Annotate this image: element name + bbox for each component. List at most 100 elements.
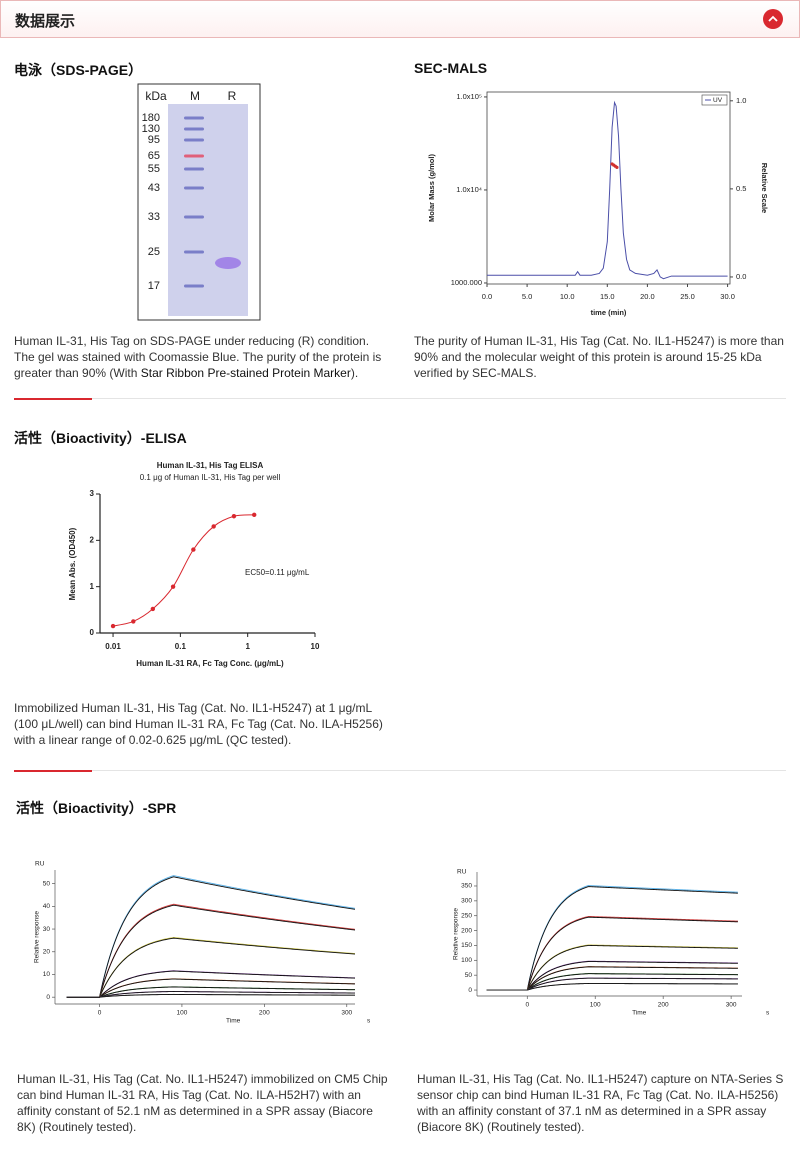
marker-band bbox=[184, 116, 204, 120]
fit-line bbox=[486, 916, 738, 991]
sensorgram bbox=[66, 875, 356, 998]
section-title: 电泳（SDS-PAGE） bbox=[14, 62, 143, 78]
y-unit: RU bbox=[35, 861, 45, 868]
caption-text: Human IL-31, His Tag on SDS-PAGE under r… bbox=[14, 334, 382, 380]
marker-label: 43 bbox=[148, 182, 160, 194]
section-title: 活性（Bioactivity）-ELISA bbox=[14, 430, 187, 446]
x-axis-label: Time bbox=[226, 1018, 241, 1025]
x-tick-label: 10 bbox=[311, 642, 320, 651]
x-tick-label: 200 bbox=[658, 1002, 669, 1009]
x-tick-label: 5.0 bbox=[522, 292, 532, 301]
fit-line bbox=[66, 986, 356, 998]
caption: The purity of Human IL-31, His Tag (Cat.… bbox=[414, 334, 784, 380]
legend-box bbox=[701, 94, 728, 106]
y-axis-label: Relative response bbox=[453, 908, 460, 960]
section-title: SEC-MALS bbox=[414, 60, 488, 76]
marker-label: 95 bbox=[148, 134, 160, 146]
fit-curve bbox=[112, 514, 255, 627]
chart-title: Human IL-31, His Tag ELISA bbox=[157, 461, 264, 470]
fit-line bbox=[66, 937, 356, 998]
y-tick-label: 40 bbox=[43, 903, 51, 910]
y2-tick-label: 1.0 bbox=[736, 96, 746, 105]
y-tick-label: 100 bbox=[461, 957, 472, 964]
y-tick-label: 50 bbox=[465, 972, 473, 979]
x-tick-label: 1 bbox=[245, 642, 250, 651]
x-tick-label: 10.0 bbox=[560, 292, 575, 301]
fit-line bbox=[66, 876, 356, 998]
fit-line bbox=[66, 978, 356, 998]
separator bbox=[14, 769, 786, 772]
caption: Human IL-31, His Tag (Cat. No. IL1-H5247… bbox=[17, 1072, 388, 1134]
marker-band bbox=[184, 215, 204, 219]
marker-label: 130 bbox=[142, 123, 160, 135]
sensorgram bbox=[486, 960, 738, 991]
fit-line bbox=[66, 970, 356, 998]
marker-band bbox=[184, 154, 204, 158]
marker-band bbox=[184, 167, 204, 171]
caption: Immobilized Human IL-31, His Tag (Cat. N… bbox=[14, 701, 383, 747]
fit-line bbox=[486, 961, 738, 991]
y-tick-label: 10 bbox=[43, 971, 51, 978]
header: 数据展示 bbox=[0, 0, 800, 38]
fit-line bbox=[66, 994, 356, 998]
marker-band bbox=[184, 127, 204, 131]
collapse-button[interactable] bbox=[763, 9, 783, 29]
chevron-icon bbox=[768, 15, 778, 22]
y-tick-label: 300 bbox=[461, 898, 472, 905]
fit-line bbox=[486, 944, 738, 991]
chart-subtitle: 0.1 μg of Human IL-31, His Tag per well bbox=[140, 473, 281, 482]
y-tick-label: 1.0x10⁵ bbox=[456, 92, 482, 101]
y-tick-label: 2 bbox=[90, 535, 95, 544]
uv-line bbox=[487, 100, 728, 280]
x-tick-label: 100 bbox=[590, 1002, 601, 1009]
fit-line bbox=[486, 973, 738, 991]
marker-band bbox=[184, 284, 204, 288]
marker-label: 33 bbox=[148, 211, 160, 223]
y-tick-label: 0 bbox=[468, 987, 472, 994]
x-tick-label: 300 bbox=[341, 1010, 352, 1017]
plot-frame bbox=[486, 91, 731, 285]
x-tick-label: 300 bbox=[726, 1002, 737, 1009]
x-tick-label: 25.0 bbox=[680, 292, 695, 301]
header-title: 数据展示 bbox=[15, 13, 76, 30]
y-axis-label: Molar Mass (g/mol) bbox=[427, 154, 436, 222]
y-axis-label: Relative response bbox=[34, 911, 41, 963]
separator bbox=[14, 397, 786, 400]
caption-text: ). bbox=[350, 366, 359, 380]
marker-band bbox=[184, 186, 204, 190]
marker-label: 180 bbox=[142, 112, 160, 124]
marker-band bbox=[184, 250, 204, 254]
data-point bbox=[150, 606, 156, 612]
caption-link[interactable]: Star Ribbon Pre-stained Protein Marker bbox=[140, 366, 351, 380]
y2-axis-label: Relative Scale bbox=[760, 163, 769, 213]
lane-label: M bbox=[190, 89, 200, 103]
sensorgram bbox=[486, 982, 738, 991]
y-unit: RU bbox=[457, 869, 467, 876]
fit-line bbox=[66, 904, 356, 998]
x-tick-label: 0.01 bbox=[105, 642, 121, 651]
caption: Human IL-31, His Tag on SDS-PAGE under r… bbox=[14, 333, 386, 381]
sensorgram bbox=[486, 973, 738, 991]
x-tick-label: 15.0 bbox=[600, 292, 615, 301]
section-title: 活性（Bioactivity）-SPR bbox=[16, 800, 177, 816]
marker-label: 25 bbox=[148, 246, 160, 258]
lane-label: R bbox=[228, 89, 237, 103]
y-tick-label: 30 bbox=[43, 926, 51, 933]
x-tick-label: 0 bbox=[525, 1002, 529, 1009]
gel-unit-label: kDa bbox=[145, 89, 167, 103]
y-tick-label: 200 bbox=[461, 927, 472, 934]
y-tick-label: 250 bbox=[461, 912, 472, 919]
marker-label: 65 bbox=[148, 150, 160, 162]
y-axis-label: Mean Abs. (OD450) bbox=[68, 527, 77, 600]
y-tick-label: 1 bbox=[90, 582, 95, 591]
y2-tick-label: 0.0 bbox=[736, 272, 746, 281]
data-point bbox=[170, 584, 176, 589]
data-point bbox=[131, 619, 136, 624]
x-tick-label: 200 bbox=[259, 1010, 270, 1017]
x-tick-label: 20.0 bbox=[640, 292, 655, 301]
caption: Human IL-31, His Tag (Cat. No. IL1-H5247… bbox=[417, 1072, 784, 1134]
x-axis-label: Time bbox=[632, 1010, 647, 1017]
y-tick-label: 0 bbox=[46, 994, 50, 1001]
x-axis-label: Human IL-31 RA, Fc Tag Conc. (μg/mL) bbox=[136, 659, 284, 668]
